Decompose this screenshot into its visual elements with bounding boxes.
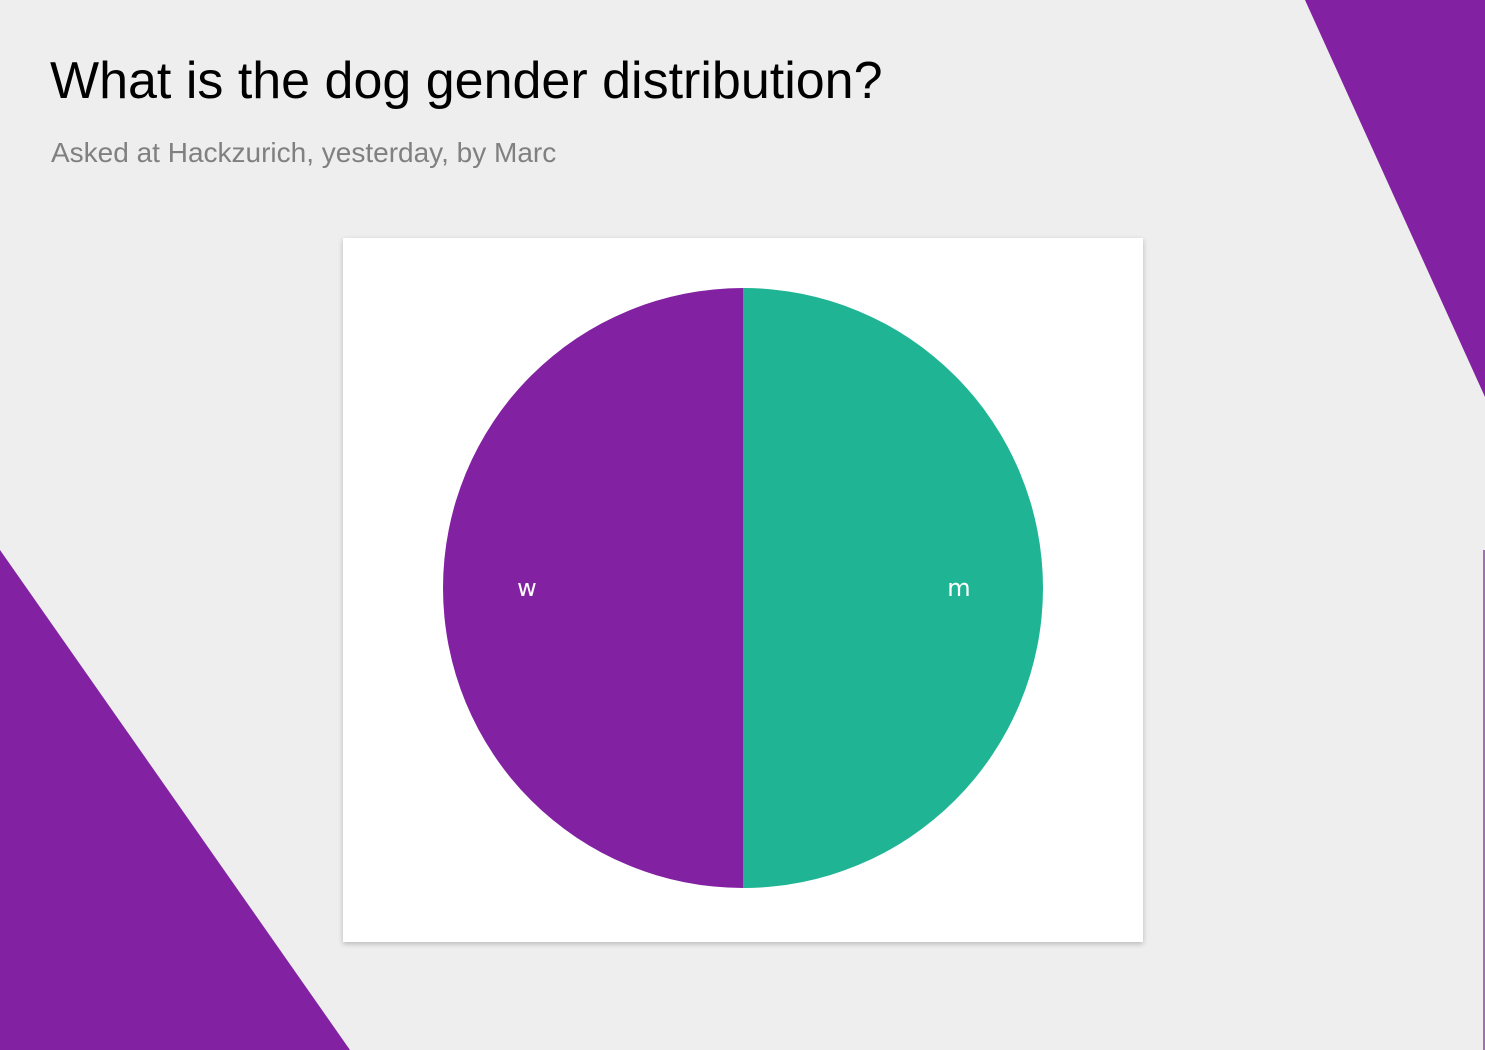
page-subtitle: Asked at Hackzurich, yesterday, by Marc (51, 137, 557, 168)
pie-label-m: m (947, 574, 970, 602)
pie-slice-m (743, 288, 1043, 888)
pie-label-w: w (517, 574, 537, 602)
bottom-left-triangle (0, 550, 350, 1050)
pie-slice-w (443, 288, 743, 888)
pie-chart: mw (443, 288, 1043, 888)
top-right-triangle (1305, 0, 1485, 397)
right-edge-line (1483, 550, 1485, 1050)
page-title: What is the dog gender distribution? (50, 52, 883, 110)
